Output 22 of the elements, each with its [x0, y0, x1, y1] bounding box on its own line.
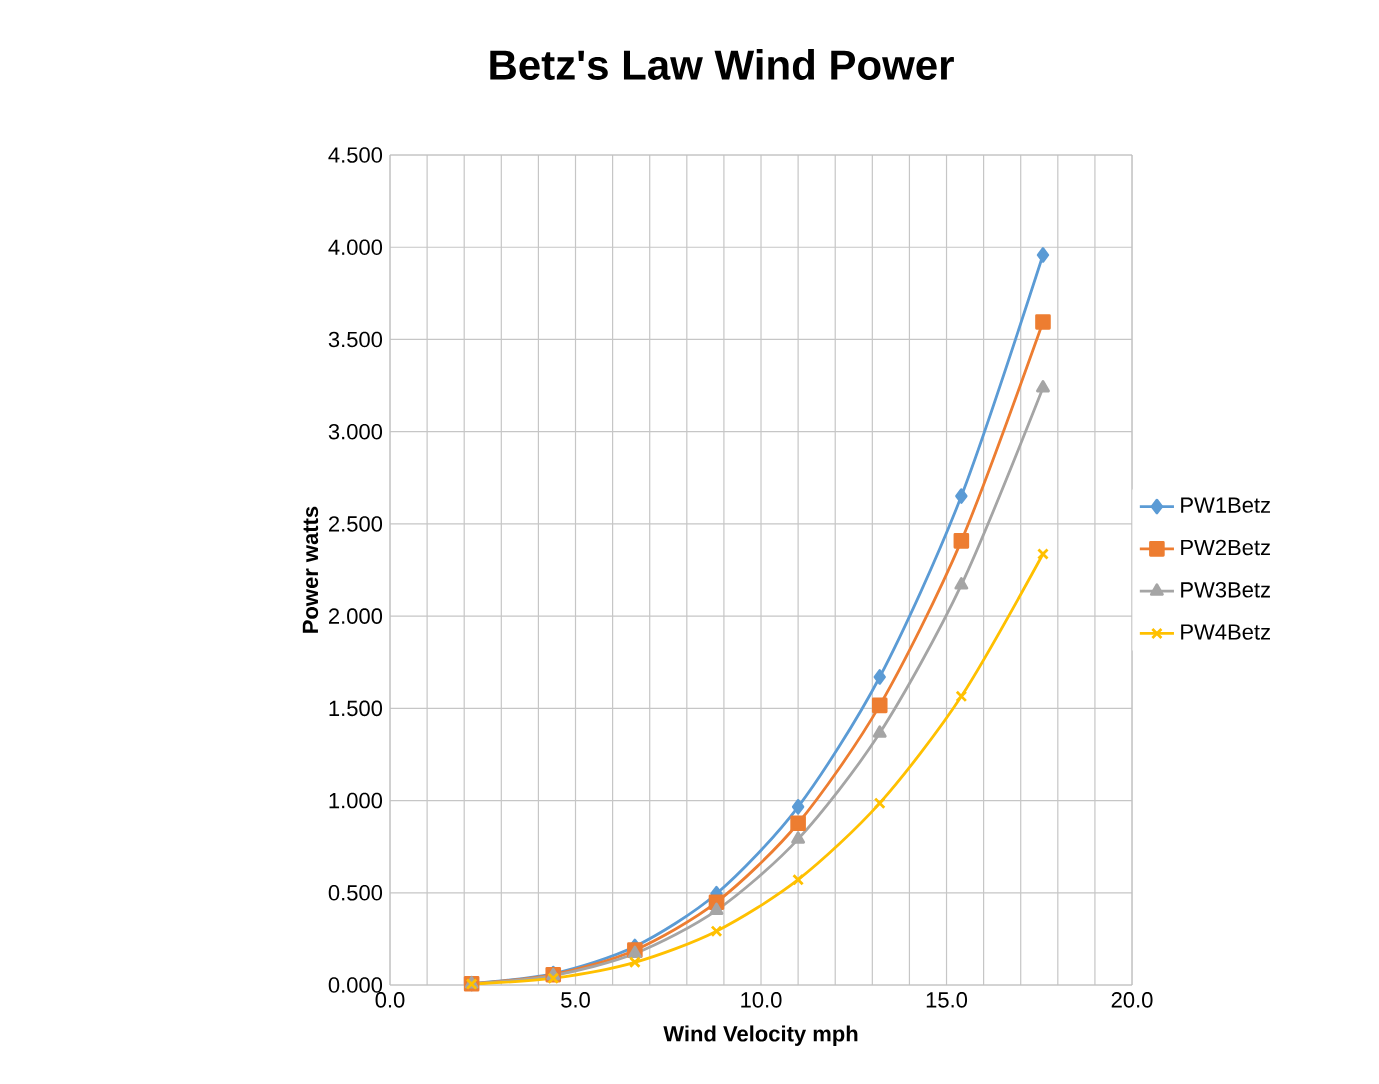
- x-axis-title: Wind Velocity mph: [663, 1025, 858, 1046]
- y-tick-label: 3.000: [328, 423, 383, 440]
- y-tick-label: 2.000: [328, 608, 383, 624]
- x-tick-label: 5.0: [561, 992, 590, 1008]
- y-tick-label: 3.500: [328, 331, 383, 348]
- y-tick-label: 4.500: [328, 147, 383, 163]
- y-tick-label: 0.500: [328, 885, 383, 901]
- x-tick-label: 0.0: [375, 992, 405, 1008]
- legend-label: PW2Betz: [1181, 539, 1270, 556]
- legend-label: PW3Betz: [1181, 582, 1270, 598]
- y-tick-label: 2.500: [328, 516, 383, 532]
- x-tick-label: 20.0: [1111, 992, 1153, 1008]
- y-axis-title: Power watts: [302, 506, 319, 633]
- x-tick-label: 10.0: [741, 992, 782, 1008]
- x-tick-label: 15.0: [926, 992, 968, 1008]
- y-tick-label: 1.500: [329, 700, 383, 717]
- legend-label: PW4Betz: [1181, 624, 1270, 640]
- y-tick-label: 4.000: [328, 239, 383, 256]
- y-tick-label: 1.000: [329, 792, 383, 809]
- chart-title: Betz's Law Wind Power: [490, 49, 954, 80]
- y-tick-label: 0.000: [328, 977, 383, 993]
- legend-label: PW1Betz: [1181, 497, 1270, 513]
